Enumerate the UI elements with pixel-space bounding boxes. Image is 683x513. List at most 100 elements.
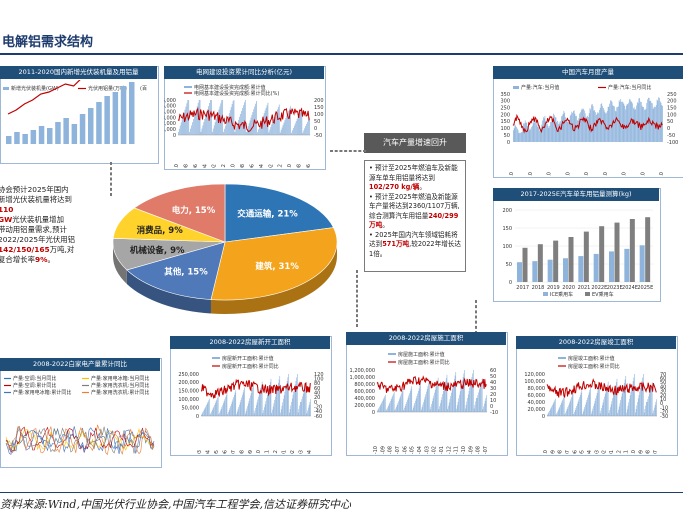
construction-bar xyxy=(429,409,431,412)
new-start-bar xyxy=(303,390,305,416)
construction-bar xyxy=(379,406,380,412)
grid-left-tick: 4,000 xyxy=(164,109,176,115)
new-start-bar xyxy=(271,412,272,416)
auto-bar xyxy=(614,106,615,142)
auto-bar xyxy=(621,101,623,142)
auto-right-tick: -100 xyxy=(667,140,678,146)
grid-bar xyxy=(291,132,292,135)
construction-x-label: 2021-08 xyxy=(476,446,482,454)
grid-x-label: 2014-02 xyxy=(212,164,218,168)
connector xyxy=(356,270,358,327)
auto-bar xyxy=(521,132,523,142)
solar-bar xyxy=(22,134,28,144)
completion-x-label: 2019-10 xyxy=(631,450,637,454)
grid-right-tick: -50 xyxy=(314,133,322,139)
auto-bar xyxy=(560,121,562,142)
solar-bar xyxy=(14,132,20,144)
auto-bar xyxy=(651,102,652,142)
auto-bar xyxy=(640,101,641,142)
auto-bar xyxy=(535,119,536,142)
auto-bar xyxy=(638,98,640,142)
auto-bar xyxy=(660,102,662,142)
new-start-right-tick: 100 xyxy=(314,376,324,382)
new-start-bar xyxy=(237,409,239,416)
new-start-bar xyxy=(310,399,311,416)
auto-bar xyxy=(634,109,636,142)
grid-bar xyxy=(257,132,258,135)
grid-bar xyxy=(215,119,217,135)
construction-right-tick: 40 xyxy=(490,380,496,386)
construction-bar xyxy=(401,391,403,412)
construction-bar xyxy=(482,409,484,412)
auto-bar xyxy=(516,128,518,142)
completion-bar xyxy=(653,410,654,416)
grid-line xyxy=(177,106,310,133)
appliance-series-line xyxy=(5,426,155,454)
solar-chart: 新增光伏装机量(GW) 光伏用铝量(万吨) (百 202020212022E20… xyxy=(3,80,147,144)
auto-bar xyxy=(595,115,597,142)
construction-bar xyxy=(474,405,476,412)
completion-bar xyxy=(609,410,610,416)
completion-bar xyxy=(555,398,556,416)
auto-bar xyxy=(525,122,527,142)
construction-bar xyxy=(431,403,432,412)
auto-bar xyxy=(546,121,547,142)
auto-bar xyxy=(653,107,655,142)
completion-bar xyxy=(570,399,572,416)
pie-slice xyxy=(210,227,338,301)
completion-bar xyxy=(630,391,632,416)
ev-x-label: 2020 xyxy=(562,285,575,291)
new-start-bar xyxy=(217,395,219,416)
grid-bar xyxy=(242,108,243,135)
ev-legend-ice-swatch xyxy=(543,292,548,296)
construction-bar xyxy=(410,390,411,412)
grid-bar xyxy=(300,109,302,135)
completion-bar xyxy=(646,402,647,416)
auto-bar xyxy=(584,113,586,142)
auto-bar xyxy=(622,102,624,142)
appliance-legend-item: 产量:空调:累计同比 xyxy=(13,382,56,389)
completion-bar xyxy=(575,408,577,416)
new-start-bar xyxy=(283,395,285,416)
completion-bar xyxy=(580,392,582,416)
completion-bar xyxy=(632,381,634,416)
ev-x-label: 2025E xyxy=(637,285,653,291)
construction-left-tick: 600,000 xyxy=(354,389,375,395)
grid-bar xyxy=(309,117,310,135)
auto-bar xyxy=(562,113,564,142)
completion-bar xyxy=(631,388,632,416)
grid-right-tick: 150 xyxy=(314,105,324,111)
auto-bar xyxy=(523,123,524,142)
new-start-bar xyxy=(306,413,308,416)
grid-x-label: 2015-10 xyxy=(231,164,237,168)
solar-callout: 协会预计2025年国内 新增光伏装机量将达到110 GW光伏装机量增加 带动用铝… xyxy=(0,185,78,264)
completion-bar xyxy=(582,413,583,416)
solar-callout-line3-hl: GW xyxy=(0,215,13,224)
construction-x-label: 2017-12 xyxy=(446,446,452,454)
construction-left-tick: 1,200,000 xyxy=(350,368,375,374)
pie-slice-side xyxy=(126,269,211,314)
construction-bar xyxy=(399,399,400,412)
grid-x-label: 2019-12 xyxy=(278,164,284,168)
new-start-bar xyxy=(228,412,229,416)
auto-bar xyxy=(527,125,528,142)
grid-x-label: 2013-04 xyxy=(202,164,208,168)
construction-right-tick: -10 xyxy=(490,410,498,416)
construction-bar xyxy=(405,404,407,412)
construction-x-label: 2016-02 xyxy=(432,446,438,454)
construction-x-label: 2014-04 xyxy=(417,446,423,454)
grid-bar xyxy=(270,127,272,135)
grid-bar xyxy=(188,100,190,135)
new-start-bar xyxy=(226,393,228,416)
ev-bar-ev xyxy=(629,219,635,282)
auto-callout-bullet2: • 预计至2025年燃油及新能源车产量将达到2360/1107万辆,综合测算汽车… xyxy=(369,192,460,230)
grid-bar xyxy=(212,128,214,135)
auto-bar xyxy=(656,99,658,142)
completion-bar xyxy=(585,404,586,416)
new-start-bar xyxy=(236,411,238,416)
new-start-bar xyxy=(264,404,266,416)
construction-bar xyxy=(388,404,390,412)
completion-bar xyxy=(610,407,611,416)
construction-bar xyxy=(413,405,415,412)
